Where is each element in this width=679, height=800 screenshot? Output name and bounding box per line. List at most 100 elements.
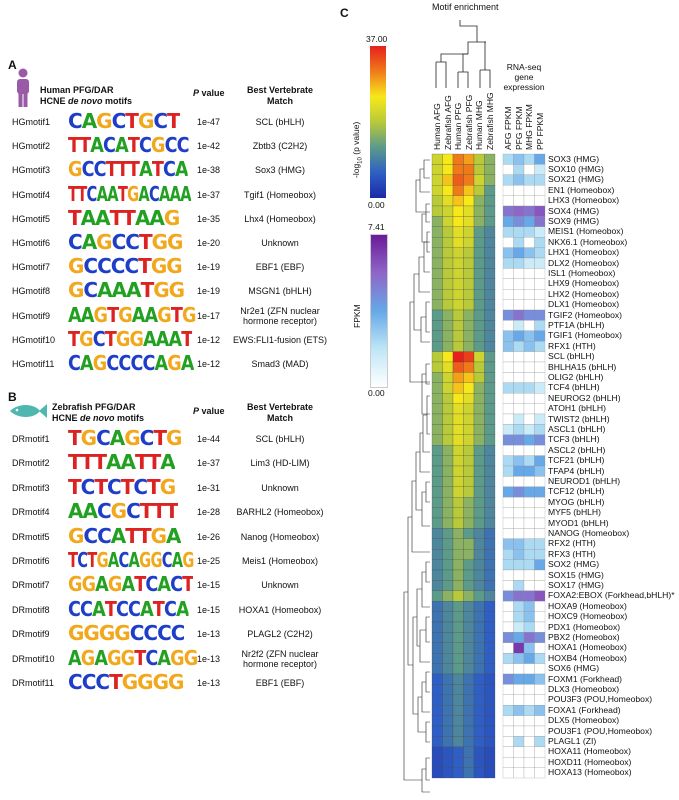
- fpkm-cell: [534, 164, 546, 175]
- enrichment-cell: [463, 309, 475, 321]
- fpkm-cell: [523, 226, 535, 238]
- enrichment-cell: [431, 434, 443, 446]
- enrichment-cell: [463, 642, 475, 654]
- enrichment-cell: [431, 590, 443, 602]
- fpkm-cell: [523, 736, 535, 747]
- motif-best-match: SCL (bHLH): [255, 117, 305, 127]
- motif-pvalue: 1e-12: [197, 359, 221, 369]
- heatmap-row-label: ATOH1 (bHLH): [548, 403, 606, 414]
- motif-name: DRmotif5: [12, 531, 50, 542]
- fpkm-cell: [502, 237, 514, 248]
- dendrogram-title: Motif enrichment: [432, 2, 499, 12]
- enrichment-cell: [442, 517, 454, 529]
- enrichment-cell: [431, 309, 443, 321]
- enrichment-cell: [473, 580, 485, 591]
- enrichment-cell: [442, 486, 454, 498]
- motif-pvalue: 1e-19: [197, 286, 221, 297]
- enrichment-cell: [431, 725, 443, 737]
- sequence-logo: GCCCCTGG: [68, 254, 182, 279]
- enrichment-cell: [484, 413, 496, 425]
- fpkm-cell: [534, 372, 546, 383]
- enrichment-cell: [431, 393, 443, 404]
- enrichment-cell: [442, 538, 454, 550]
- heatmap-row-label: LHX2 (Homeobox): [548, 288, 620, 299]
- enrichment-cell: [452, 226, 464, 238]
- fpkm-cell: [513, 673, 525, 685]
- enrichment-cell: [473, 476, 485, 487]
- enrichment-cell: [473, 289, 485, 300]
- motif-best-match: Unknown: [261, 482, 299, 493]
- enrichment-cell: [473, 486, 485, 498]
- enrichment-cell: [463, 725, 475, 737]
- fpkm-cell: [523, 320, 535, 331]
- motif-name: HGmotif2: [12, 141, 51, 152]
- enrichment-cell: [431, 226, 443, 238]
- enrichment-cell: [484, 309, 496, 321]
- enrichment-cell: [452, 757, 464, 768]
- fpkm-cell: [513, 164, 525, 175]
- enrichment-cell: [463, 153, 475, 165]
- enrichment-cell: [452, 278, 464, 290]
- enrichment-cell: [484, 164, 496, 175]
- sequence-logo: TGCAGCTG: [68, 426, 182, 450]
- fpkm-cell: [534, 538, 546, 550]
- enrichment-cell: [442, 247, 454, 259]
- enrichment-cell: [452, 205, 464, 217]
- motif-best-match: Lim3 (HD-LIM): [250, 458, 310, 469]
- motif-name: DRmotif1: [12, 434, 50, 444]
- motif-name: DRmotif2: [12, 458, 50, 469]
- motif-best-match: Unknown: [261, 580, 299, 591]
- heatmap-row-label: HOXB4 (Homeobox): [548, 652, 627, 663]
- heatmap-row-label: DLX3 (Homeobox): [548, 683, 620, 694]
- motif-name: HGmotif6: [12, 238, 51, 248]
- heatmap-row-label: NEUROG2 (bHLH): [548, 392, 621, 403]
- fpkm-cell: [502, 694, 514, 706]
- heatmap-row-label: TFAP4 (bHLH): [548, 465, 605, 476]
- enrichment-cell: [452, 424, 464, 435]
- heatmap-row-label: HOXA11 (Homeobox): [548, 746, 631, 757]
- fpkm-cell: [534, 476, 546, 487]
- motif-pvalue: 1e-31: [197, 482, 221, 493]
- scale1-max: 37.00: [366, 34, 388, 44]
- enrichment-cell: [431, 673, 443, 685]
- rnaseq-title: RNA-seq gene expression: [503, 62, 545, 92]
- fpkm-cell: [523, 278, 535, 290]
- enrichment-cell: [442, 632, 454, 643]
- heatmap-row-label: HOXA9 (Homeobox): [548, 600, 627, 611]
- enrichment-cell: [442, 569, 454, 581]
- enrichment-cell: [431, 663, 443, 675]
- enrichment-cell: [442, 642, 454, 654]
- enrichment-cell: [484, 715, 496, 727]
- fpkm-cell: [523, 153, 535, 165]
- fpkm-cell: [502, 725, 514, 737]
- enrichment-cell: [473, 673, 485, 685]
- enrichment-cell: [463, 736, 475, 747]
- motif-pvalue: 1e-37: [197, 189, 221, 200]
- enrichment-cell: [463, 185, 475, 196]
- motif-best-match: Sox3 (HMG): [254, 165, 305, 176]
- fpkm-cell: [513, 653, 525, 664]
- fpkm-cell: [513, 185, 525, 196]
- enrichment-cell: [473, 424, 485, 435]
- enrichment-cell: [431, 601, 443, 612]
- row-dendrogram: [403, 159, 430, 793]
- motif-name: HGmotif11: [12, 359, 55, 369]
- fpkm-cell: [513, 465, 525, 477]
- enrichment-cell: [463, 257, 475, 269]
- fpkm-cell: [534, 195, 546, 207]
- enrichment-cell: [463, 632, 475, 643]
- enrichment-cell: [431, 278, 443, 290]
- fpkm-cell: [513, 153, 525, 165]
- enrichment-cell: [452, 393, 464, 404]
- heatmap-row-label: ASCL1 (bHLH): [548, 423, 606, 434]
- fpkm-cell: [502, 268, 514, 279]
- enrichment-cell: [431, 382, 443, 394]
- pvalue-colorbar: [370, 46, 386, 198]
- enrichment-cell: [484, 621, 496, 633]
- heatmap-row-label: POU3F1 (POU,Homeobox): [548, 725, 653, 736]
- enrichment-cell: [473, 434, 485, 446]
- fpkm-cell: [513, 725, 525, 737]
- enrichment-cell: [473, 372, 485, 383]
- heatmap-row-label: TCF12 (bHLH): [548, 486, 605, 497]
- fpkm-cell: [534, 559, 546, 571]
